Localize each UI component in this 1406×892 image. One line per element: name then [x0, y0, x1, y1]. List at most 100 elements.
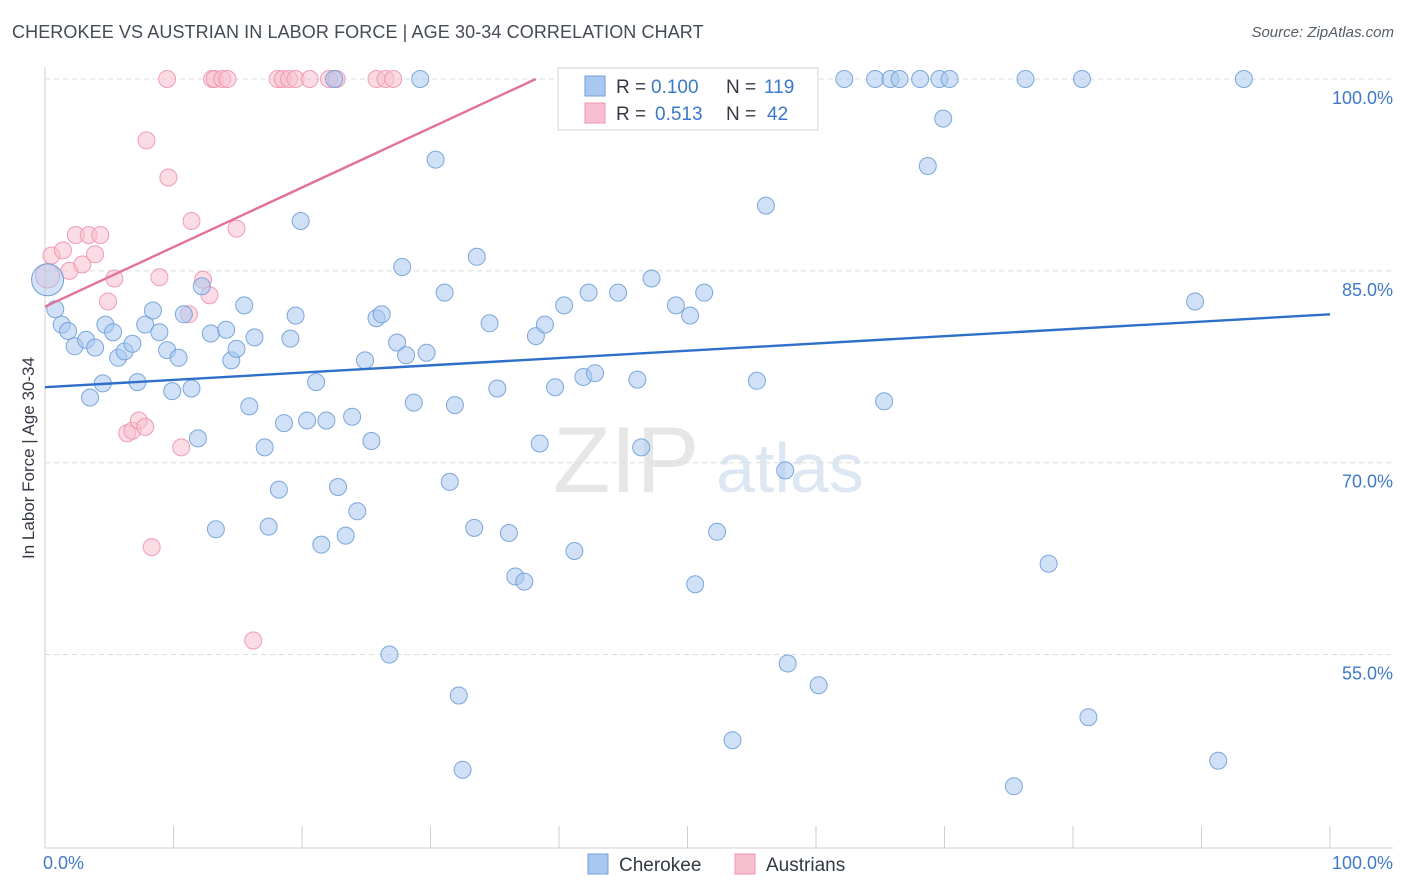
cherokee-point-106: [940, 70, 959, 88]
cherokee-point-111: [1079, 708, 1098, 727]
austrian-point-8: [99, 292, 117, 311]
austrian-point-17: [158, 70, 177, 88]
cherokee-point-22: [188, 429, 207, 448]
trend-lines: [44, 77, 1331, 389]
cherokee-point-large: [31, 263, 65, 297]
cherokee-trend-line: [44, 313, 1331, 389]
cherokee-point-33: [259, 517, 278, 536]
cherokee-point-107: [1004, 777, 1023, 796]
cherokee-point-31: [245, 328, 264, 347]
cherokee-point-15: [143, 301, 162, 320]
cherokee-point-45: [336, 526, 355, 545]
austrian-point-39: [384, 70, 403, 88]
bottom-legend-swatch-cherokee: [587, 853, 609, 875]
cherokee-point-95: [778, 654, 797, 673]
legend-swatch-cherokee: [584, 75, 606, 97]
cherokee-point-83: [632, 438, 651, 457]
cherokee-point-90: [708, 522, 727, 541]
cherokee-point-71: [515, 572, 534, 591]
y-tick-label-2: 70.0%: [1342, 472, 1393, 492]
legend-n-value-austrian: 42: [767, 104, 788, 125]
cherokee-point-88: [686, 575, 705, 594]
austrian-point-19: [172, 438, 191, 457]
cherokee-point-14: [136, 315, 155, 334]
cherokee-point-84: [642, 269, 661, 288]
austrian-point-6: [86, 245, 105, 264]
cherokee-point-21: [182, 379, 201, 398]
cherokee-point-101: [890, 70, 909, 88]
austrian-point-34: [300, 70, 319, 88]
austrian-point-4: [73, 255, 92, 274]
cherokee-point-16: [150, 323, 169, 342]
cherokee-point-55: [397, 346, 416, 365]
cherokee-point-94: [776, 461, 795, 480]
cherokee-point-29: [235, 296, 254, 315]
austrian-point-28: [227, 219, 246, 238]
y-tick-label-3: 55.0%: [1342, 664, 1393, 684]
cherokee-point-58: [417, 343, 436, 362]
cherokee-point-6: [86, 338, 105, 357]
axes: 100.0% 85.0% 70.0% 55.0% 0.0% 100.0%: [43, 67, 1393, 873]
austrian-point-13: [136, 417, 155, 436]
legend-r-value-cherokee: 0.100: [651, 77, 699, 98]
cherokee-point-37: [286, 306, 305, 325]
cherokee-point-67: [480, 314, 499, 333]
x-tick-label-1: 100.0%: [1332, 853, 1393, 873]
cherokee-point-43: [325, 70, 344, 88]
cherokee-point-12: [123, 334, 142, 353]
cherokee-point-63: [449, 686, 468, 705]
legend-n-value-cherokee: 119: [764, 77, 794, 98]
legend-box: R = 0.100 N = 119 R = 0.513 N = 42: [557, 67, 819, 131]
cherokee-point-93: [756, 196, 775, 215]
grid-lines: [45, 78, 1393, 656]
cherokee-point-109: [1039, 554, 1058, 573]
cherokee-point-102: [911, 70, 930, 88]
cherokee-point-60: [435, 283, 454, 302]
cherokee-point-114: [1234, 70, 1253, 88]
cherokee-point-82: [628, 370, 647, 389]
legend-swatch-austrian: [584, 102, 606, 124]
cherokee-point-62: [445, 396, 464, 415]
cherokee-point-86: [666, 296, 685, 315]
cherokee-point-49: [362, 432, 381, 450]
cherokee-point-23: [192, 277, 211, 296]
cherokee-point-41: [312, 535, 331, 554]
cherokee-point-53: [388, 333, 407, 352]
legend-r-label-cherokee: R =: [616, 77, 646, 98]
cherokee-point-5: [81, 388, 99, 407]
cherokee-point-66: [467, 247, 486, 266]
cherokee-point-105: [934, 109, 953, 128]
cherokee-point-18: [163, 382, 182, 401]
cherokee-point-34: [269, 480, 288, 499]
cherokee-point-75: [546, 378, 565, 397]
cherokee-point-99: [875, 392, 894, 411]
cherokee-point-108: [1016, 70, 1035, 88]
cherokee-point-73: [530, 434, 549, 453]
bottom-legend-swatch-austrian: [734, 853, 756, 875]
cherokee-point-0: [46, 300, 65, 319]
cherokee-point-39: [298, 411, 317, 430]
cherokee-point-40: [307, 373, 326, 392]
cherokee-point-61: [440, 472, 459, 491]
cherokee-point-59: [426, 150, 445, 169]
cherokee-point-19: [169, 348, 188, 367]
y-tick-label-0: 100.0%: [1332, 88, 1393, 108]
cherokee-point-65: [465, 518, 484, 537]
cherokee-point-92: [747, 371, 766, 390]
cherokee-point-103: [918, 157, 937, 175]
cherokee-point-20: [174, 305, 193, 324]
cherokee-point-112: [1186, 292, 1205, 311]
cherokee-point-32: [255, 438, 274, 457]
cherokee-point-35: [275, 414, 293, 433]
austrian-point-15: [142, 538, 161, 557]
cherokee-point-91: [723, 731, 742, 750]
cherokee-point-30: [240, 397, 259, 416]
cherokee-point-96: [809, 676, 828, 695]
austrian-point-21: [182, 212, 201, 230]
cherokee-point-26: [217, 320, 236, 339]
cherokee-point-113: [1209, 751, 1228, 770]
legend-n-label-cherokee: N =: [726, 77, 756, 98]
cherokee-point-42: [317, 411, 336, 430]
